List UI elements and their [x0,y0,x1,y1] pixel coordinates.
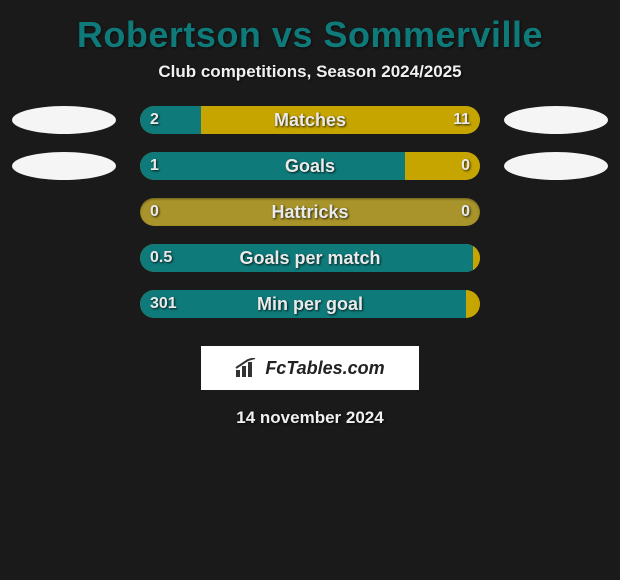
stat-bar: 00Hattricks [140,198,480,226]
stat-label: Hattricks [140,198,480,226]
stat-row: 10Goals [0,152,620,180]
date-text: 14 november 2024 [0,408,620,428]
stat-row: 0.5Goals per match [0,244,620,272]
source-badge-text: FcTables.com [265,358,384,379]
stat-row: 00Hattricks [0,198,620,226]
player-oval-left [12,106,116,134]
source-badge[interactable]: FcTables.com [201,346,419,390]
player-oval-right [504,152,608,180]
stat-bar: 0.5Goals per match [140,244,480,272]
stat-bar: 301Min per goal [140,290,480,318]
player-oval-right [504,106,608,134]
chart-icon [235,358,259,378]
player-oval-left [12,152,116,180]
stat-label: Min per goal [140,290,480,318]
page-title: Robertson vs Sommerville [0,14,620,56]
subtitle: Club competitions, Season 2024/2025 [0,62,620,82]
stat-row: 211Matches [0,106,620,134]
stat-label: Matches [140,106,480,134]
stat-row: 301Min per goal [0,290,620,318]
stat-label: Goals per match [140,244,480,272]
comparison-infographic: Robertson vs Sommerville Club competitio… [0,0,620,428]
stat-bar: 10Goals [140,152,480,180]
stat-label: Goals [140,152,480,180]
stat-bar: 211Matches [140,106,480,134]
stat-rows: 211Matches 10Goals 00Hattricks 0.5Goals per… [0,106,620,318]
